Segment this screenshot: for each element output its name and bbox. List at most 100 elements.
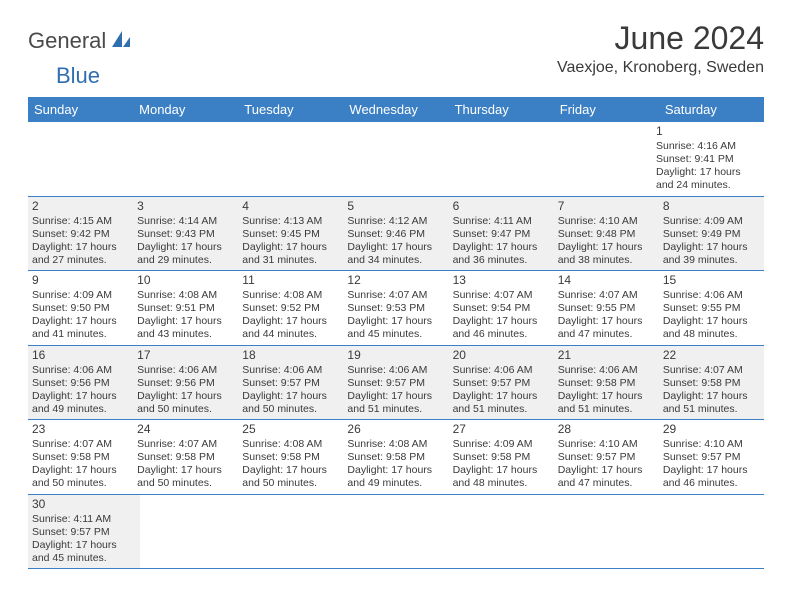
- day-sunrise: Sunrise: 4:15 AM: [32, 215, 129, 228]
- day-daylight2: and 50 minutes.: [242, 403, 339, 416]
- day-daylight1: Daylight: 17 hours: [453, 241, 550, 254]
- day-daylight1: Daylight: 17 hours: [663, 315, 760, 328]
- day-daylight1: Daylight: 17 hours: [32, 241, 129, 254]
- day-daylight1: Daylight: 17 hours: [453, 390, 550, 403]
- day-daylight2: and 34 minutes.: [347, 254, 444, 267]
- logo-text-general: General: [28, 28, 106, 54]
- day-cell: 8Sunrise: 4:09 AMSunset: 9:49 PMDaylight…: [659, 197, 764, 271]
- day-sunset: Sunset: 9:54 PM: [453, 302, 550, 315]
- day-number: 7: [558, 199, 655, 214]
- empty-day-cell: [660, 495, 764, 569]
- week-row: 30Sunrise: 4:11 AMSunset: 9:57 PMDayligh…: [28, 495, 764, 570]
- day-number: 5: [347, 199, 444, 214]
- day-daylight1: Daylight: 17 hours: [242, 464, 339, 477]
- day-daylight1: Daylight: 17 hours: [32, 390, 129, 403]
- day-cell: 29Sunrise: 4:10 AMSunset: 9:57 PMDayligh…: [659, 420, 764, 494]
- day-cell: 25Sunrise: 4:08 AMSunset: 9:58 PMDayligh…: [238, 420, 343, 494]
- day-cell: 30Sunrise: 4:11 AMSunset: 9:57 PMDayligh…: [28, 495, 140, 569]
- day-sunset: Sunset: 9:58 PM: [558, 377, 655, 390]
- day-sunrise: Sunrise: 4:07 AM: [663, 364, 760, 377]
- day-sunrise: Sunrise: 4:11 AM: [453, 215, 550, 228]
- day-sunset: Sunset: 9:57 PM: [453, 377, 550, 390]
- day-number: 13: [453, 273, 550, 288]
- day-sunrise: Sunrise: 4:09 AM: [663, 215, 760, 228]
- week-row: 2Sunrise: 4:15 AMSunset: 9:42 PMDaylight…: [28, 197, 764, 272]
- day-number: 19: [347, 348, 444, 363]
- day-daylight1: Daylight: 17 hours: [137, 390, 234, 403]
- day-cell: 3Sunrise: 4:14 AMSunset: 9:43 PMDaylight…: [133, 197, 238, 271]
- day-daylight1: Daylight: 17 hours: [137, 464, 234, 477]
- day-daylight2: and 44 minutes.: [242, 328, 339, 341]
- day-sunrise: Sunrise: 4:08 AM: [242, 438, 339, 451]
- day-cell: 5Sunrise: 4:12 AMSunset: 9:46 PMDaylight…: [343, 197, 448, 271]
- day-cell: 13Sunrise: 4:07 AMSunset: 9:54 PMDayligh…: [449, 271, 554, 345]
- day-sunset: Sunset: 9:58 PM: [32, 451, 129, 464]
- day-cell: 15Sunrise: 4:06 AMSunset: 9:55 PMDayligh…: [659, 271, 764, 345]
- day-number: 3: [137, 199, 234, 214]
- empty-day-cell: [140, 495, 244, 569]
- day-cell: 18Sunrise: 4:06 AMSunset: 9:57 PMDayligh…: [238, 346, 343, 420]
- day-daylight1: Daylight: 17 hours: [137, 241, 234, 254]
- day-sunset: Sunset: 9:57 PM: [32, 526, 136, 539]
- day-sunrise: Sunrise: 4:06 AM: [32, 364, 129, 377]
- day-daylight2: and 24 minutes.: [656, 179, 760, 192]
- day-daylight1: Daylight: 17 hours: [663, 241, 760, 254]
- day-sunrise: Sunrise: 4:11 AM: [32, 513, 136, 526]
- day-sunrise: Sunrise: 4:08 AM: [242, 289, 339, 302]
- day-daylight2: and 36 minutes.: [453, 254, 550, 267]
- day-sunset: Sunset: 9:48 PM: [558, 228, 655, 241]
- day-sunset: Sunset: 9:55 PM: [663, 302, 760, 315]
- day-cell: 12Sunrise: 4:07 AMSunset: 9:53 PMDayligh…: [343, 271, 448, 345]
- day-daylight1: Daylight: 17 hours: [32, 464, 129, 477]
- day-cell: 26Sunrise: 4:08 AMSunset: 9:58 PMDayligh…: [343, 420, 448, 494]
- day-sunset: Sunset: 9:57 PM: [558, 451, 655, 464]
- day-number: 25: [242, 422, 339, 437]
- logo: General: [28, 28, 134, 54]
- weekday-header-row: Sunday Monday Tuesday Wednesday Thursday…: [28, 97, 764, 122]
- day-cell: 28Sunrise: 4:10 AMSunset: 9:57 PMDayligh…: [554, 420, 659, 494]
- day-sunset: Sunset: 9:58 PM: [453, 451, 550, 464]
- day-cell: 1Sunrise: 4:16 AMSunset: 9:41 PMDaylight…: [652, 122, 764, 196]
- day-sunrise: Sunrise: 4:06 AM: [347, 364, 444, 377]
- day-daylight2: and 45 minutes.: [347, 328, 444, 341]
- day-sunrise: Sunrise: 4:08 AM: [137, 289, 234, 302]
- day-number: 12: [347, 273, 444, 288]
- day-sunset: Sunset: 9:52 PM: [242, 302, 339, 315]
- day-daylight2: and 51 minutes.: [453, 403, 550, 416]
- empty-day-cell: [236, 122, 340, 196]
- day-daylight2: and 41 minutes.: [32, 328, 129, 341]
- weekday-tuesday: Tuesday: [238, 97, 343, 122]
- day-cell: 16Sunrise: 4:06 AMSunset: 9:56 PMDayligh…: [28, 346, 133, 420]
- day-daylight1: Daylight: 17 hours: [558, 315, 655, 328]
- day-number: 14: [558, 273, 655, 288]
- day-daylight1: Daylight: 17 hours: [347, 241, 444, 254]
- day-daylight2: and 39 minutes.: [663, 254, 760, 267]
- day-daylight2: and 50 minutes.: [32, 477, 129, 490]
- day-cell: 7Sunrise: 4:10 AMSunset: 9:48 PMDaylight…: [554, 197, 659, 271]
- day-daylight2: and 27 minutes.: [32, 254, 129, 267]
- empty-day-cell: [340, 122, 444, 196]
- day-number: 17: [137, 348, 234, 363]
- day-cell: 22Sunrise: 4:07 AMSunset: 9:58 PMDayligh…: [659, 346, 764, 420]
- day-daylight1: Daylight: 17 hours: [663, 390, 760, 403]
- day-daylight2: and 50 minutes.: [137, 403, 234, 416]
- day-cell: 9Sunrise: 4:09 AMSunset: 9:50 PMDaylight…: [28, 271, 133, 345]
- day-sunset: Sunset: 9:46 PM: [347, 228, 444, 241]
- day-cell: 19Sunrise: 4:06 AMSunset: 9:57 PMDayligh…: [343, 346, 448, 420]
- day-daylight1: Daylight: 17 hours: [242, 390, 339, 403]
- day-daylight2: and 43 minutes.: [137, 328, 234, 341]
- day-sunrise: Sunrise: 4:07 AM: [453, 289, 550, 302]
- day-number: 2: [32, 199, 129, 214]
- day-daylight2: and 48 minutes.: [663, 328, 760, 341]
- weekday-saturday: Saturday: [659, 97, 764, 122]
- day-sunrise: Sunrise: 4:06 AM: [558, 364, 655, 377]
- day-cell: 23Sunrise: 4:07 AMSunset: 9:58 PMDayligh…: [28, 420, 133, 494]
- day-number: 10: [137, 273, 234, 288]
- empty-day-cell: [444, 122, 548, 196]
- day-number: 24: [137, 422, 234, 437]
- day-daylight1: Daylight: 17 hours: [558, 390, 655, 403]
- week-row: 1Sunrise: 4:16 AMSunset: 9:41 PMDaylight…: [28, 122, 764, 197]
- day-sunset: Sunset: 9:58 PM: [347, 451, 444, 464]
- day-daylight1: Daylight: 17 hours: [347, 390, 444, 403]
- day-sunrise: Sunrise: 4:16 AM: [656, 140, 760, 153]
